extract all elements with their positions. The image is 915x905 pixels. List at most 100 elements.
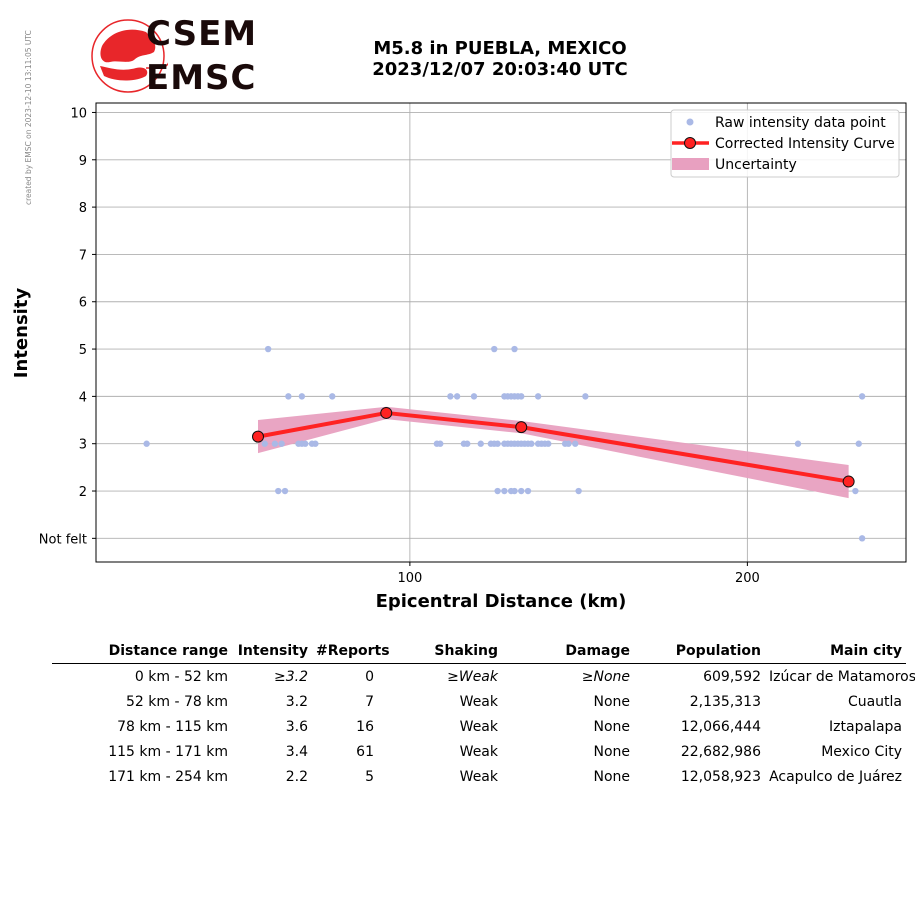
table-row: 115 km - 171 km 3.4 61 Weak None 22,682,986 Me…	[52, 739, 906, 764]
raw-data-point	[494, 440, 501, 447]
table-cell: 115 km - 171 km	[108, 744, 228, 760]
table-row: 171 km - 254 km 2.2 5 Weak None 12,058,923 Aca…	[52, 764, 906, 789]
raw-data-point	[852, 487, 859, 495]
watermark-text: created by EMSC on 2023-12-10 13:11:05 U…	[24, 30, 33, 205]
y-tick-label: 10	[70, 106, 87, 121]
table-header-cell: Main city	[830, 643, 902, 659]
logo-text-csem: CSEM	[146, 14, 258, 54]
table-row: 0 km - 52 km ≥3.2 0 ≥Weak ≥None 609,592 Izúcar…	[52, 664, 915, 690]
y-tick-label: 4	[79, 390, 87, 405]
y-tick-label: 6	[79, 296, 87, 311]
table-cell: 3.2	[285, 694, 308, 710]
table-cell: 2.2	[285, 769, 308, 785]
raw-data-point	[491, 345, 498, 353]
logo-text-emsc: EMSC	[146, 58, 257, 98]
globe-icon	[91, 19, 168, 93]
table-cell: 22,682,986	[680, 744, 761, 760]
x-tick-label: 100	[397, 571, 422, 586]
uncertainty-polygon	[258, 406, 849, 499]
plot-frame	[95, 102, 907, 563]
legend-band-label: Uncertainty	[715, 157, 797, 173]
raw-data-point	[302, 440, 309, 447]
curve-point	[380, 406, 393, 419]
chart-title: M5.8 in PUEBLA, MEXICO 2023/12/07 20:03:…	[260, 38, 740, 80]
y-tick-label: 2	[79, 485, 87, 500]
table-cell: None	[593, 694, 630, 710]
corrected-curve	[252, 406, 855, 488]
raw-data-point	[582, 393, 589, 400]
raw-data-point	[285, 393, 292, 400]
curve-point	[252, 430, 264, 443]
table-cell: None	[593, 769, 630, 785]
raw-data-point	[575, 487, 582, 495]
table-cell: Cuautla	[847, 694, 902, 710]
table-header-cell: Intensity	[237, 643, 308, 659]
table-header-row: Distance range Intensity #Reports Shaking Da…	[52, 641, 906, 664]
table-cell: Izúcar de Matamoros	[769, 669, 915, 685]
title-line-2: 2023/12/07 20:03:40 UTC	[372, 59, 628, 80]
table-cell: 0	[365, 669, 374, 685]
raw-data-point	[143, 440, 150, 447]
emsc-logo: CSEM EMSC	[88, 14, 258, 100]
raw-data-point	[298, 393, 306, 400]
uncertainty-band	[258, 406, 849, 499]
table-cell: Weak	[459, 719, 498, 735]
curve-point	[842, 475, 855, 488]
legend: Raw intensity data point Corrected Inten…	[670, 109, 900, 178]
table-cell: 7	[365, 694, 374, 710]
raw-points	[143, 345, 866, 542]
raw-data-point	[275, 487, 282, 495]
table-cell: 78 km - 115 km	[117, 719, 228, 735]
watermark: created by EMSC on 2023-12-10 13:11:05 U…	[24, 30, 33, 205]
table-cell: 61	[356, 744, 374, 760]
table-body: 0 km - 52 km ≥3.2 0 ≥Weak ≥None 609,592 Izúcar…	[52, 664, 915, 790]
table-cell: ≥Weak	[447, 669, 498, 685]
table-cell: 12,066,444	[680, 719, 761, 735]
y-tick-label: 9	[79, 154, 87, 169]
table-header-cell: Population	[675, 643, 761, 659]
raw-data-point	[511, 487, 518, 495]
raw-data-point	[511, 345, 518, 353]
x-axis-label: Epicentral Distance (km)	[376, 591, 627, 612]
table-cell: 16	[356, 719, 374, 735]
y-tick-label: 3	[79, 438, 87, 453]
table-cell: 609,592	[703, 669, 761, 685]
y-tick-label: Not felt	[39, 532, 87, 547]
title-line-1: M5.8 in PUEBLA, MEXICO	[373, 38, 627, 59]
table-cell: 3.4	[285, 744, 308, 760]
y-axis-label: Intensity	[11, 288, 32, 379]
table-cell: Weak	[459, 744, 498, 760]
legend-raw-label: Raw intensity data point	[715, 115, 886, 131]
legend-box	[670, 109, 900, 178]
table-cell: Acapulco de Juárez	[769, 769, 902, 785]
y-tick-label: 8	[79, 201, 87, 216]
curve-line	[257, 410, 849, 484]
raw-data-point	[271, 440, 279, 447]
table-cell: ≥3.2	[274, 669, 308, 685]
raw-data-point	[565, 440, 572, 447]
raw-data-point	[858, 393, 866, 400]
y-tick-label: 5	[79, 343, 87, 358]
legend-curve-label: Corrected Intensity Curve	[715, 136, 895, 152]
intensity-chart: Not felt 2 3 4 5 6 7 8 9 10 100 200 Epicentral Dist…	[11, 102, 907, 612]
table-cell: 2,135,313	[689, 694, 761, 710]
raw-data-point	[855, 440, 862, 447]
raw-data-point	[501, 487, 508, 495]
table-cell: Weak	[459, 694, 498, 710]
y-tick-label: 7	[79, 248, 87, 263]
legend-raw-marker	[686, 118, 694, 126]
table-row: 52 km - 78 km 3.2 7 Weak None 2,135,313 Cuautl…	[52, 689, 906, 714]
raw-data-point	[447, 393, 454, 400]
table-cell: 5	[365, 769, 374, 785]
table-cell: Weak	[459, 769, 498, 785]
raw-data-point	[518, 487, 525, 495]
raw-data-point	[281, 487, 289, 495]
raw-data-point	[534, 393, 542, 400]
legend-curve-marker	[684, 137, 696, 149]
intensity-table: Distance range Intensity #Reports Shaking Da…	[52, 641, 915, 790]
raw-data-point	[524, 487, 532, 495]
raw-data-point	[528, 440, 535, 447]
table-cell: 52 km - 78 km	[126, 694, 228, 710]
raw-data-point	[278, 440, 285, 447]
table-cell: 0 km - 52 km	[134, 669, 228, 685]
